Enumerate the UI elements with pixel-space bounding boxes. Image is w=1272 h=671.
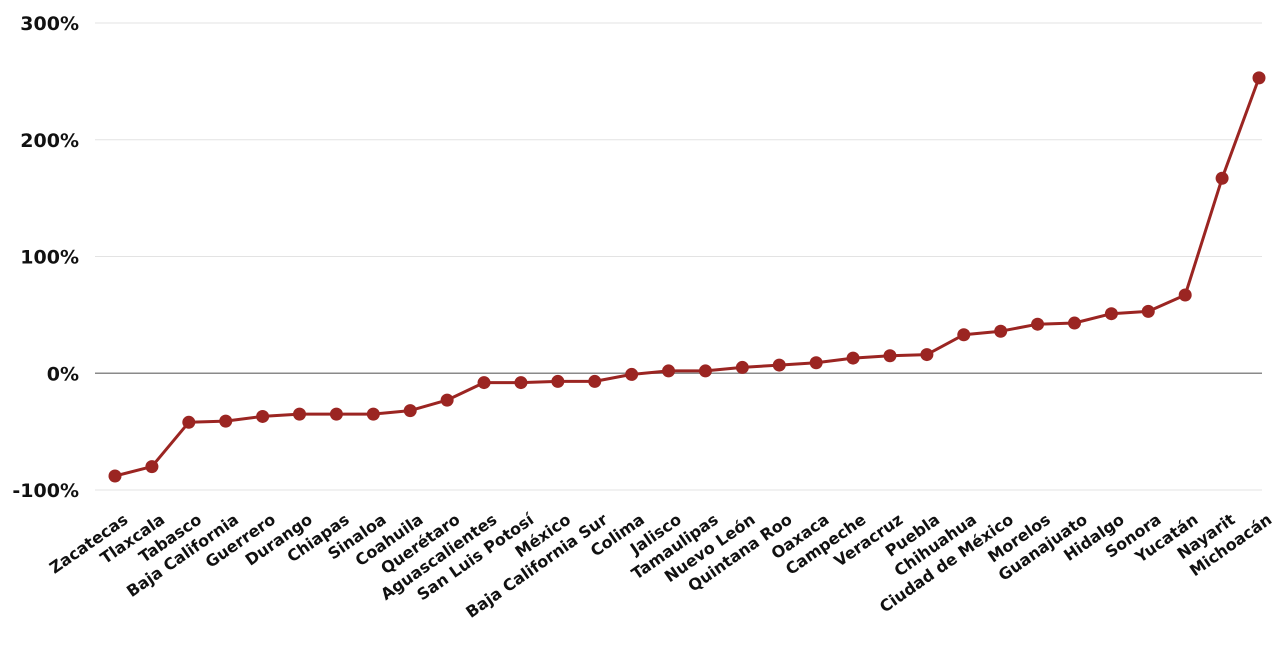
data-point [551, 374, 565, 388]
data-point [698, 364, 712, 378]
data-point [625, 367, 639, 381]
series-layer [108, 71, 1266, 483]
y-tick-label: 300% [20, 13, 79, 35]
data-point [219, 414, 233, 428]
data-point [1067, 316, 1081, 330]
data-point [514, 376, 528, 390]
data-point [108, 469, 122, 483]
data-point [883, 349, 897, 363]
data-point [846, 351, 860, 365]
data-point [440, 393, 454, 407]
data-point [145, 460, 159, 474]
data-point [1215, 171, 1229, 185]
data-point [1252, 71, 1266, 85]
y-tick-label: -100% [12, 480, 79, 502]
data-point [735, 360, 749, 374]
series-line [114, 77, 1261, 478]
data-point [588, 374, 602, 388]
data-point [772, 358, 786, 372]
data-point [994, 324, 1008, 338]
y-axis: -100% 0% 100% 200% 300% [12, 13, 79, 502]
data-point [1031, 317, 1045, 331]
data-point [957, 328, 971, 342]
data-point [1141, 304, 1155, 318]
data-point [662, 364, 676, 378]
data-point [293, 407, 307, 421]
data-point [1104, 307, 1118, 321]
y-tick-label: 0% [47, 363, 79, 385]
data-point [809, 356, 823, 370]
data-point [256, 409, 270, 423]
data-point [366, 407, 380, 421]
data-point [182, 415, 196, 429]
data-point [477, 376, 491, 390]
grid-lines [95, 22, 1262, 491]
data-point [329, 407, 343, 421]
data-point [920, 348, 934, 362]
data-point [403, 404, 417, 418]
y-tick-label: 200% [20, 130, 79, 152]
data-point [1178, 288, 1192, 302]
y-tick-label: 100% [20, 247, 79, 269]
